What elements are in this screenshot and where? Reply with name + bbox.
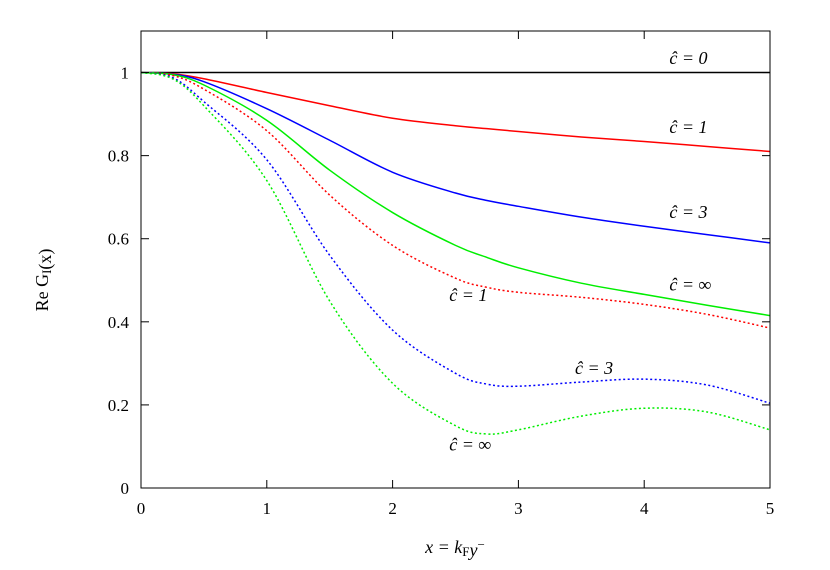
annotations: ĉ = 0 ĉ = 1 ĉ = 3 ĉ = ∞ ĉ = 1 ĉ = 3 ĉ = ∞ bbox=[449, 48, 711, 454]
y-axis-label: Re GI(x) bbox=[32, 249, 56, 312]
series-line-1 bbox=[140, 71, 771, 153]
y-tick-label: 1 bbox=[121, 64, 130, 83]
x-axis-label: x = kFy− bbox=[424, 537, 485, 560]
x-tick-label: 4 bbox=[640, 499, 649, 518]
y-tick-label: 0 bbox=[121, 479, 130, 498]
plot-frame bbox=[140, 30, 771, 489]
curve-annotation: ĉ = 3 bbox=[669, 202, 707, 222]
x-tick-label: 5 bbox=[766, 499, 775, 518]
curve-annotation: ĉ = 0 bbox=[669, 48, 707, 68]
series-line-5 bbox=[140, 71, 771, 404]
curve-annotation: ĉ = ∞ bbox=[449, 435, 491, 455]
curve-annotation: ĉ = 1 bbox=[669, 117, 707, 137]
curve-annotation: ĉ = 1 bbox=[449, 285, 487, 305]
series-line-6 bbox=[140, 71, 771, 435]
x-tick-label: 0 bbox=[137, 499, 146, 518]
y-tick-label: 0.8 bbox=[108, 147, 129, 166]
x-tick-label: 3 bbox=[514, 499, 523, 518]
y-tick-label: 0.6 bbox=[108, 230, 129, 249]
x-tick-label: 1 bbox=[263, 499, 272, 518]
ticks: 0 1 2 3 4 5 0 0.2 0.4 0.6 0.8 1 bbox=[108, 31, 775, 518]
curves bbox=[140, 71, 771, 435]
curve-annotation: ĉ = ∞ bbox=[669, 275, 711, 295]
curve-annotation: ĉ = 3 bbox=[575, 358, 613, 378]
x-tick-label: 2 bbox=[388, 499, 397, 518]
series-line-2 bbox=[140, 71, 771, 244]
y-tick-label: 0.2 bbox=[108, 396, 129, 415]
series-line-3 bbox=[140, 71, 771, 317]
y-tick-label: 0.4 bbox=[108, 313, 130, 332]
